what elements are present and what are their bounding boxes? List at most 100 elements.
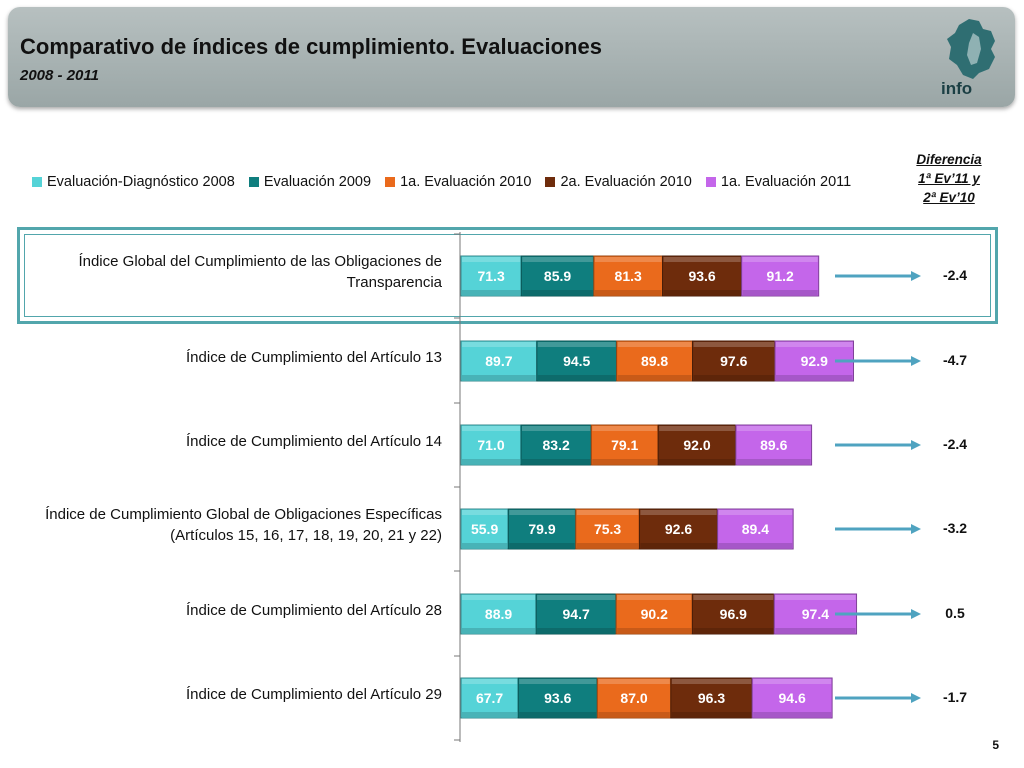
category-label-line: Índice de Cumplimiento del Artículo 13	[186, 348, 442, 366]
bar-highlight	[462, 679, 518, 684]
difference-header-line: 2ª Ev’10	[923, 190, 975, 205]
bar	[691, 593, 775, 635]
bar-shadow	[736, 459, 811, 464]
bar-segment: 79.1	[590, 424, 659, 466]
difference-value: -2.4	[942, 436, 968, 452]
bar-value-label: 87.0	[620, 690, 647, 706]
category-label-line: Índice de Cumplimiento Global de Obligac…	[45, 506, 442, 523]
bar-shadow	[693, 628, 774, 633]
bar	[692, 340, 776, 382]
legend-item: 2a. Evaluación 2010	[545, 174, 692, 190]
bar-highlight	[509, 510, 575, 515]
bar-value-label: 97.6	[720, 353, 747, 369]
category-label-line: Índice de Cumplimiento del Artículo 14	[186, 432, 442, 450]
bar-segment: 94.5	[536, 340, 618, 382]
bar-value-label: 90.2	[641, 606, 668, 622]
bar-highlight	[671, 679, 752, 684]
bar-highlight	[659, 426, 735, 431]
legend-label: 1a. Evaluación 2010	[400, 174, 532, 190]
category-label-line: Índice Global del Cumplimiento de las Ob…	[78, 253, 442, 270]
bar	[517, 677, 598, 719]
legend-swatch	[385, 177, 396, 187]
bar	[596, 677, 672, 719]
slide-header: Comparativo de índices de cumplimiento. …	[8, 7, 1015, 107]
category-label-line: (Artículos 15, 16, 17, 18, 19, 20, 21 y …	[170, 527, 442, 544]
bar-highlight	[736, 426, 811, 431]
bar-shadow	[742, 290, 818, 295]
bar-value-label: 93.6	[688, 268, 715, 284]
bar-highlight	[742, 257, 818, 262]
bar-value-label: 92.9	[801, 353, 828, 369]
bar-value-label: 81.3	[615, 268, 642, 284]
legend-item: 1a. Evaluación 2010	[385, 174, 531, 190]
infodf-logo-icon: info	[939, 15, 1003, 101]
bar-shadow	[671, 712, 752, 717]
bar	[590, 424, 659, 466]
category-label: Índice de Cumplimiento Global de Obligac…	[45, 504, 442, 546]
bar-highlight	[519, 679, 597, 684]
bar-highlight	[522, 257, 593, 262]
bar-segment: 71.0	[460, 424, 522, 466]
bar-highlight	[617, 342, 692, 347]
bar-value-label: 89.8	[641, 353, 668, 369]
bar-value-label: 93.6	[544, 690, 571, 706]
bar-highlight	[594, 257, 662, 262]
bar-highlight	[718, 510, 793, 515]
bar-value-label: 71.3	[477, 268, 504, 284]
chart-legend: Evaluación-Diagnóstico 2008 Evaluación 20…	[32, 174, 865, 190]
bar-value-label: 94.5	[563, 353, 590, 369]
bar-value-label: 75.3	[594, 521, 621, 537]
difference-header-line: Diferencia	[916, 152, 982, 167]
bar-shadow	[753, 712, 832, 717]
legend-label: 1a. Evaluación 2011	[720, 174, 852, 190]
bar-shadow	[776, 375, 853, 380]
bar-value-label: 79.9	[528, 521, 555, 537]
bar-value-label: 67.7	[476, 690, 503, 706]
bar-highlight	[576, 510, 639, 515]
category-label: Índice de Cumplimiento del Artículo 29	[186, 684, 442, 705]
bar-value-label: 89.4	[742, 521, 769, 537]
bar	[717, 508, 794, 550]
slide-subtitle: 2008 - 2011	[20, 67, 99, 84]
bar-shadow	[521, 459, 591, 464]
bar	[460, 677, 519, 719]
bar-highlight	[617, 595, 692, 600]
difference-header: Diferencia 1ª Ev’11 y 2ª Ev’10	[908, 150, 990, 207]
category-label: Índice de Cumplimiento del Artículo 28	[186, 600, 442, 621]
legend-item: Evaluación-Diagnóstico 2008	[32, 174, 235, 190]
bar-segment: 83.2	[520, 424, 592, 466]
bar-segment: 87.0	[596, 677, 672, 719]
bar-highlight	[537, 342, 616, 347]
bar-segment: 89.7	[460, 340, 538, 382]
bar-value-label: 79.1	[611, 437, 638, 453]
bar	[460, 340, 538, 382]
bar-segment: 90.2	[615, 593, 693, 635]
bar-segment: 96.3	[670, 677, 753, 719]
bar	[520, 424, 592, 466]
difference-value: -3.2	[942, 520, 968, 536]
bar-highlight	[521, 426, 591, 431]
legend-item: 1a. Evaluación 2011	[705, 174, 852, 190]
bar-highlight	[592, 426, 658, 431]
bar-segment: 93.6	[517, 677, 598, 719]
category-label: Índice Global del Cumplimiento de las Ob…	[78, 251, 442, 293]
bar-value-label: 97.4	[802, 606, 829, 622]
bar-value-label: 85.9	[544, 268, 571, 284]
bar-segment: 96.9	[691, 593, 775, 635]
bar-highlight	[598, 679, 670, 684]
legend-swatch	[705, 177, 716, 187]
legend-swatch	[32, 177, 42, 187]
bar-highlight	[537, 595, 616, 600]
bar-segment: 71.3	[460, 255, 522, 297]
legend-label: Evaluación 2009	[263, 174, 372, 190]
bar-segment: 67.7	[460, 677, 519, 719]
bar-segment: 94.7	[535, 593, 617, 635]
bar-shadow	[617, 375, 692, 380]
bar-shadow	[519, 712, 597, 717]
bar-segment: 97.6	[692, 340, 776, 382]
category-label: Índice de Cumplimiento del Artículo 14	[186, 431, 442, 452]
legend-swatch	[248, 177, 259, 187]
bar-value-label: 89.6	[760, 437, 787, 453]
bar	[536, 340, 618, 382]
